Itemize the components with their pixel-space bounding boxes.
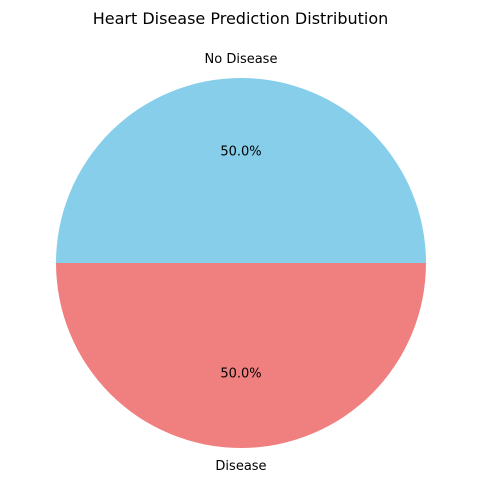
pie-labels: No Disease 50.0% Disease 50.0% — [205, 52, 278, 474]
slice-label-disease: Disease — [215, 459, 266, 474]
pie-slice-disease — [56, 263, 426, 448]
slice-label-no-disease: No Disease — [205, 52, 278, 67]
pie-slice-no-disease — [56, 78, 426, 263]
slice-pct-no-disease: 50.0% — [220, 145, 261, 160]
pie-slices — [56, 78, 426, 448]
slice-pct-disease: 50.0% — [220, 367, 261, 382]
chart-title: Heart Disease Prediction Distribution — [93, 9, 389, 28]
